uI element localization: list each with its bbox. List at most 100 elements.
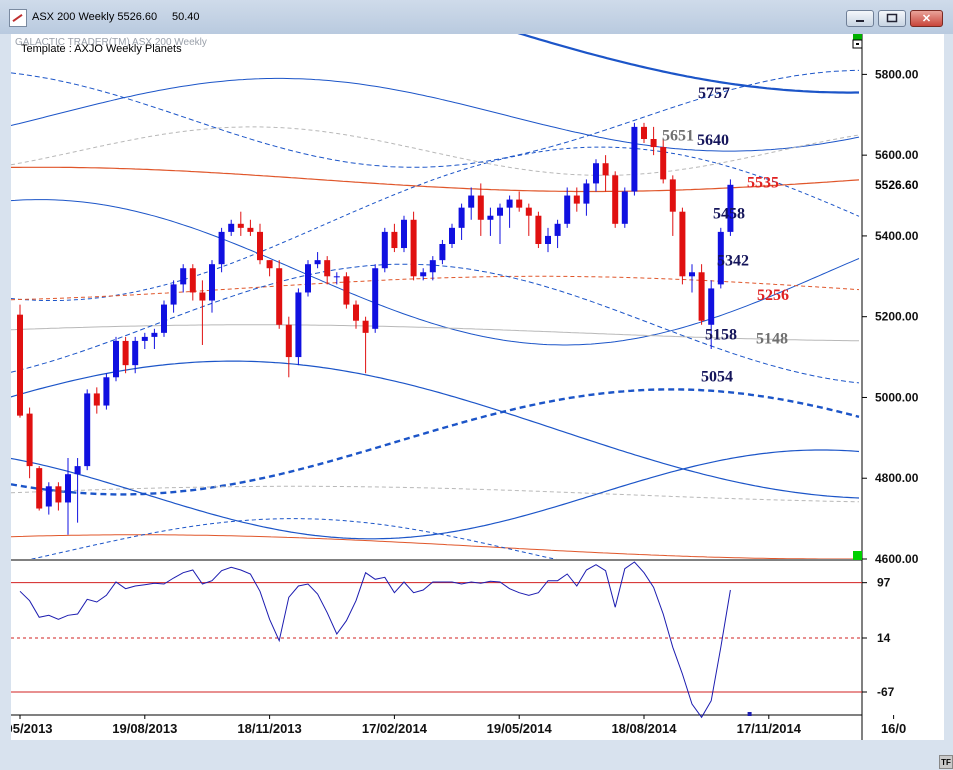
candle-body[interactable] [266, 260, 273, 269]
candle-body[interactable] [689, 272, 695, 277]
candle-body[interactable] [45, 486, 52, 507]
candle-body[interactable] [401, 219, 407, 249]
candle-body[interactable] [679, 211, 686, 277]
candle-body[interactable] [257, 231, 263, 261]
candle-body[interactable] [429, 260, 436, 273]
planet-line-5342 [11, 199, 860, 346]
candle-body[interactable] [420, 272, 427, 277]
maximize-button[interactable] [878, 10, 906, 27]
candle-body[interactable] [381, 231, 388, 269]
candle-body[interactable] [727, 184, 734, 232]
candle-body[interactable] [650, 139, 657, 148]
planet-line-5256 [11, 275, 860, 301]
candle-body[interactable] [372, 268, 379, 329]
candle-body[interactable] [324, 260, 331, 277]
minimize-icon [856, 20, 864, 22]
candle-body[interactable] [218, 231, 225, 265]
candle-body[interactable] [343, 276, 350, 305]
candle-body[interactable] [554, 223, 561, 236]
candle-body[interactable] [593, 163, 599, 184]
top-corner-marker [853, 34, 862, 40]
candle-body[interactable] [468, 195, 475, 208]
candle-body[interactable] [103, 377, 110, 406]
candle-body[interactable] [141, 336, 148, 341]
candle-body[interactable] [189, 268, 196, 293]
candle-body[interactable] [180, 268, 187, 285]
x-tick-label: 17/11/2014 [737, 721, 802, 736]
candle-body[interactable] [151, 332, 158, 337]
candle-body[interactable] [698, 272, 705, 321]
candle-body[interactable] [84, 393, 91, 467]
planet-line-5651 [11, 126, 860, 176]
close-button[interactable]: ✕ [910, 10, 943, 27]
candle-body[interactable] [305, 264, 311, 293]
timeframe-button[interactable]: TF [939, 755, 953, 769]
candle-body[interactable] [449, 227, 455, 244]
y-tick-label: 4800.00 [875, 471, 919, 485]
candle-body[interactable] [621, 191, 628, 224]
candle-body[interactable] [74, 466, 81, 475]
candle-body[interactable] [660, 147, 667, 180]
candle-body[interactable] [55, 486, 62, 503]
watermark-text: GALACTIC TRADER(TM) ASX 200 Weekly [15, 37, 207, 48]
candle-body[interactable] [506, 199, 513, 208]
candle-body[interactable] [93, 393, 100, 406]
window-title: ASX 200 Weekly 5526.60 [32, 11, 158, 23]
candle-body[interactable] [237, 223, 244, 228]
candle-body[interactable] [209, 264, 215, 301]
candle-body[interactable] [573, 195, 580, 204]
candle-body[interactable] [669, 179, 676, 212]
maximize-icon [886, 13, 898, 23]
candle-body[interactable] [122, 340, 129, 366]
candle-body[interactable] [36, 468, 43, 509]
candle-body[interactable] [161, 304, 167, 333]
minimize-button[interactable] [846, 10, 874, 27]
candle-body[interactable] [333, 276, 340, 278]
candle-body[interactable] [247, 227, 254, 232]
candle-body[interactable] [631, 126, 638, 192]
candle-body[interactable] [295, 292, 302, 358]
candle-body[interactable] [132, 340, 139, 366]
window-title-bar[interactable]: ASX 200 Weekly 5526.60 50.40 ✕ [0, 0, 953, 34]
candle-body[interactable] [525, 207, 532, 216]
candle-body[interactable] [314, 260, 321, 265]
candle-body[interactable] [170, 284, 177, 305]
grid-layer [11, 34, 863, 740]
candle-body[interactable] [612, 175, 619, 224]
candle-body[interactable] [276, 268, 283, 325]
candle-body[interactable] [477, 195, 484, 220]
candle-body[interactable] [602, 163, 609, 176]
candle-body[interactable] [228, 223, 235, 232]
candle-body[interactable] [17, 314, 23, 416]
candle-body[interactable] [708, 288, 715, 325]
candle-body[interactable] [458, 207, 465, 228]
candle-body[interactable] [583, 183, 590, 204]
candle-body[interactable] [545, 235, 551, 244]
oscillator-tick-label: 97 [877, 576, 891, 590]
candle-body[interactable] [535, 215, 542, 244]
candle-body[interactable] [497, 207, 503, 216]
level-label-5148: 5148 [756, 331, 788, 348]
candle-body[interactable] [564, 195, 571, 224]
candle-body[interactable] [717, 231, 724, 285]
y-tick-label: 5000.00 [875, 390, 919, 404]
candle-body[interactable] [641, 126, 647, 139]
candle-body[interactable] [199, 292, 206, 301]
candle-body[interactable] [391, 231, 398, 249]
candle-body[interactable] [487, 215, 494, 220]
chart-frame[interactable]: 5757 5651 5640 5535 5458 5342 5256 5158 5148 5054… [11, 34, 953, 769]
candle-body[interactable] [516, 199, 523, 208]
chart-app-icon[interactable] [9, 9, 27, 27]
planet-line-upper [517, 34, 859, 94]
candle-body[interactable] [113, 340, 119, 378]
candle-body[interactable] [362, 320, 369, 333]
candle-body[interactable] [26, 413, 33, 467]
candle-body[interactable] [353, 304, 359, 321]
template-label: Template : AXJO Weekly Planets [21, 43, 182, 55]
candle-body[interactable] [65, 474, 71, 503]
candle-body[interactable] [410, 219, 417, 277]
candle-body[interactable] [439, 244, 446, 261]
level-label-5054: 5054 [701, 369, 733, 386]
candle-body[interactable] [285, 324, 292, 358]
